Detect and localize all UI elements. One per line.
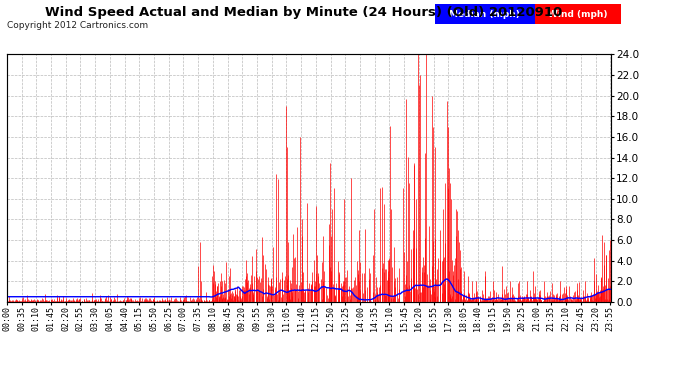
Text: Wind Speed Actual and Median by Minute (24 Hours) (Old) 20120910: Wind Speed Actual and Median by Minute (… — [45, 6, 562, 19]
Text: Wind (mph): Wind (mph) — [548, 10, 608, 18]
Text: Copyright 2012 Cartronics.com: Copyright 2012 Cartronics.com — [7, 21, 148, 30]
Text: Median (mph): Median (mph) — [449, 10, 520, 18]
FancyBboxPatch shape — [535, 4, 621, 24]
FancyBboxPatch shape — [435, 4, 535, 24]
